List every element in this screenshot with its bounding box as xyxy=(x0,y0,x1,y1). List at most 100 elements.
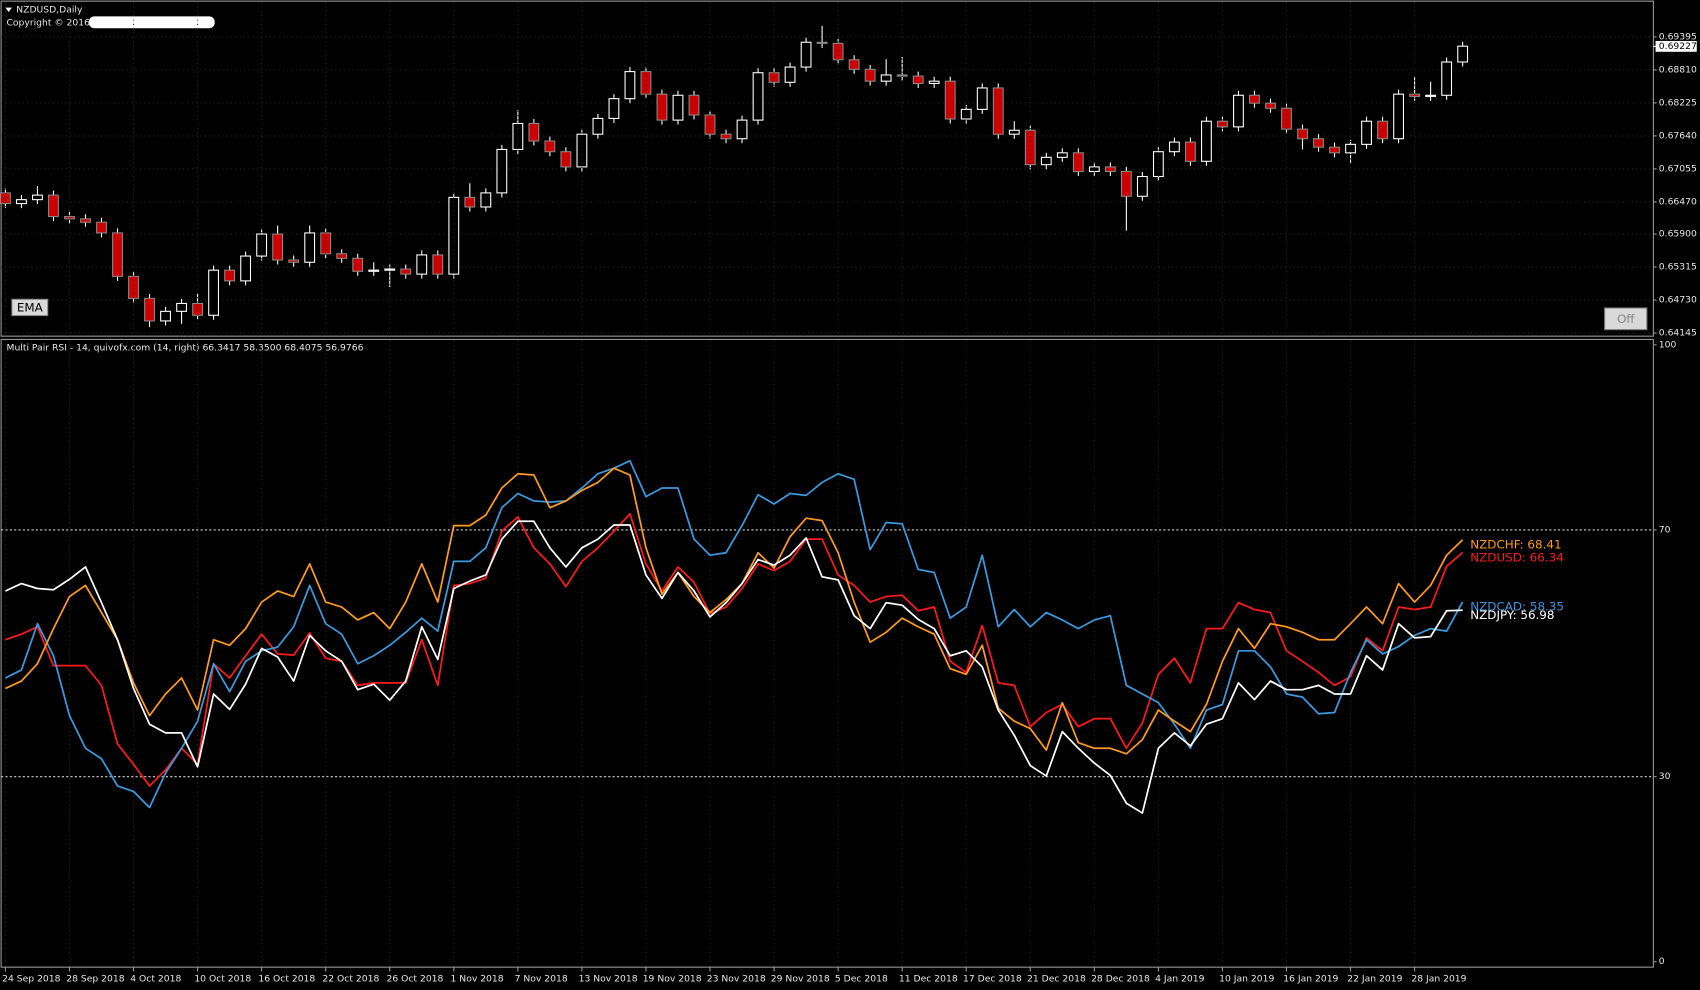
candle-body xyxy=(32,194,43,201)
series-end-label: NZDCHF: 68.41 xyxy=(1470,538,1561,552)
x-tick-label: 28 Dec 2018 xyxy=(1091,974,1150,985)
x-tick-label: 4 Oct 2018 xyxy=(130,974,181,985)
candle-body xyxy=(1104,166,1116,172)
x-tick-label: 11 Dec 2018 xyxy=(899,974,958,985)
candle-body xyxy=(112,232,123,277)
candle-body xyxy=(240,255,252,282)
off-button[interactable] xyxy=(1604,307,1648,331)
candle-body xyxy=(1233,94,1244,128)
y-tick-label: 30 xyxy=(1659,771,1671,782)
candle-body xyxy=(288,259,300,263)
y-tick-label: 0.64145 xyxy=(1659,328,1697,339)
rsi-line xyxy=(5,467,1464,755)
candle-body xyxy=(1136,175,1148,197)
x-tick-label: 29 Nov 2018 xyxy=(771,974,830,985)
candle-body xyxy=(208,269,220,316)
ema-button[interactable] xyxy=(11,298,49,317)
candle-body xyxy=(960,108,972,120)
rsi-line xyxy=(5,513,1464,787)
candle-body xyxy=(368,269,380,272)
x-tick-label: 10 Jan 2019 xyxy=(1219,974,1274,985)
y-tick-label: 0.67055 xyxy=(1659,163,1697,174)
y-tick-label: 0.67640 xyxy=(1659,130,1697,141)
last-price-label: 0.69227 xyxy=(1659,41,1697,52)
ema-button-label[interactable]: EMA xyxy=(17,300,44,314)
candle-body xyxy=(320,232,332,255)
candle-body xyxy=(160,310,171,322)
x-tick-label: 21 Dec 2018 xyxy=(1027,974,1086,985)
candle-body xyxy=(1441,61,1453,96)
x-tick-label: 28 Jan 2019 xyxy=(1411,974,1466,985)
candle-body xyxy=(992,87,1004,135)
y-tick-label: 70 xyxy=(1659,524,1671,535)
candle-body xyxy=(512,122,524,150)
candle-body xyxy=(752,72,764,121)
candle-body xyxy=(1409,93,1421,97)
candle-body xyxy=(1008,129,1020,135)
candle-body xyxy=(544,140,556,153)
candle-body xyxy=(672,94,684,121)
candle-body xyxy=(464,196,476,208)
candle-body xyxy=(832,42,844,61)
candle-body xyxy=(800,41,812,68)
candle-body xyxy=(1184,141,1196,162)
candle-body xyxy=(1393,93,1405,140)
candle-body xyxy=(80,218,91,223)
candle-body xyxy=(912,75,924,84)
x-tick-label: 13 Nov 2018 xyxy=(579,974,638,985)
y-tick-label: 0.65315 xyxy=(1659,262,1697,273)
candle-body xyxy=(1281,107,1292,130)
x-tick-label: 4 Jan 2019 xyxy=(1155,974,1204,985)
candle-body xyxy=(1297,128,1308,140)
candle-body xyxy=(16,199,27,205)
candle-body xyxy=(1249,94,1260,104)
x-tick-label: 22 Jan 2019 xyxy=(1347,974,1402,985)
candle-body xyxy=(1377,120,1388,140)
x-tick-label: 23 Nov 2018 xyxy=(707,974,766,985)
candle-body xyxy=(336,253,348,259)
rsi-title: Multi Pair RSI - 14, quivofx.com (14, ri… xyxy=(7,343,364,354)
off-button-label[interactable]: Off xyxy=(1617,312,1635,326)
menu-arrow[interactable] xyxy=(5,7,12,12)
y-tick-label: 0.66470 xyxy=(1659,196,1697,207)
candle-body xyxy=(1425,94,1437,97)
candle-body xyxy=(448,196,460,275)
series-end-label: NZDCAD: 58.35 xyxy=(1470,600,1564,614)
candle-body xyxy=(1313,138,1324,148)
rsi-line xyxy=(5,459,1464,809)
candle-body xyxy=(1201,120,1212,162)
candle-body xyxy=(816,41,828,44)
candle-body xyxy=(1457,45,1469,63)
redaction xyxy=(88,16,215,29)
x-tick-label: 19 Nov 2018 xyxy=(643,974,702,985)
candle-body xyxy=(384,268,396,271)
y-tick-label: 100 xyxy=(1659,339,1677,350)
candle-body xyxy=(352,257,364,272)
last-price-box xyxy=(1655,40,1697,52)
candle-body xyxy=(400,268,412,275)
candle-body xyxy=(944,80,956,120)
candle-body xyxy=(1024,129,1036,166)
candle-body xyxy=(128,275,139,299)
candle-body xyxy=(416,254,428,275)
candle-body xyxy=(592,117,604,135)
rsi-line xyxy=(5,520,1463,814)
candle-body xyxy=(1152,151,1164,178)
candle-body xyxy=(432,254,444,275)
candle-body xyxy=(1265,102,1276,109)
candle-body xyxy=(64,216,75,220)
candle-body xyxy=(656,93,668,121)
candle-body xyxy=(496,148,508,194)
x-tick-label: 5 Dec 2018 xyxy=(835,974,888,985)
candle-body xyxy=(224,269,236,282)
candle-body xyxy=(688,94,700,116)
x-tick-label: 28 Sep 2018 xyxy=(66,974,124,985)
candle-body xyxy=(1168,141,1180,153)
y-tick-label: 0.68810 xyxy=(1659,64,1697,75)
x-tick-label: 16 Oct 2018 xyxy=(258,974,315,985)
x-tick-label: 10 Oct 2018 xyxy=(194,974,251,985)
x-tick-label: 24 Sep 2018 xyxy=(2,974,60,985)
y-tick-label: 0.65900 xyxy=(1659,229,1697,240)
candle-body xyxy=(480,192,492,208)
copyright: Copyright © 2016, xyxy=(7,17,93,28)
